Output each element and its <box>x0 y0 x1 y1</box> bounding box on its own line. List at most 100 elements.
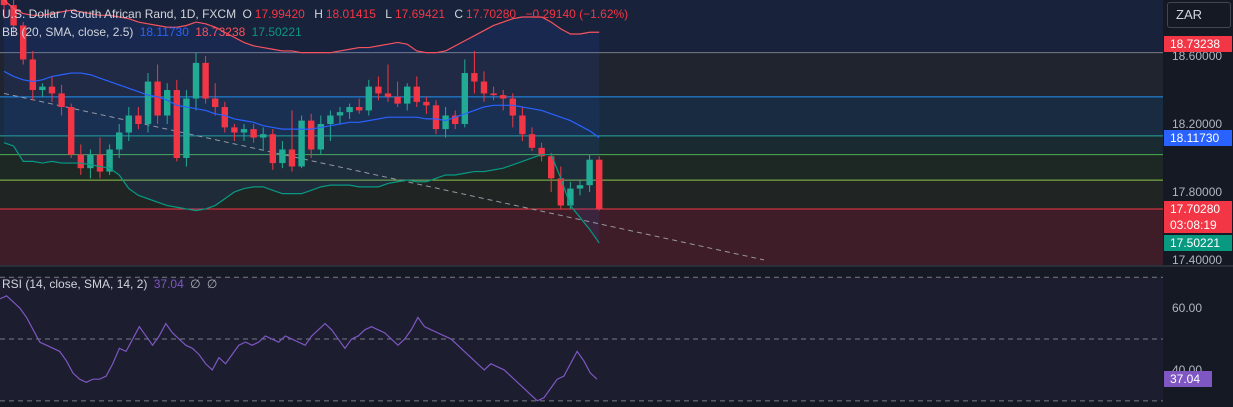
candle-body <box>548 156 555 179</box>
candle-body <box>452 115 459 125</box>
candle-body <box>461 73 468 125</box>
bb-legend: BB (20, SMA, close, 2.5) 18.11730 18.732… <box>2 24 305 40</box>
zone-bottom <box>0 208 1163 265</box>
candle-body <box>509 98 516 116</box>
currency-selector[interactable]: ZAR <box>1167 2 1231 28</box>
bb-basis-line <box>3 70 600 139</box>
candle-body <box>336 112 344 116</box>
candlesticks <box>0 0 603 211</box>
symbol-title[interactable]: U.S. Dollar / South African Rand, 1D, FX… <box>2 7 237 21</box>
candle-body <box>538 147 545 157</box>
candle-body <box>327 115 334 125</box>
zone-band <box>0 180 1163 209</box>
horizontal-levels <box>0 52 1163 210</box>
candle-body <box>250 129 257 138</box>
candle-body <box>231 127 238 133</box>
rsi-line <box>0 295 598 402</box>
last-price-value: 17.70280 <box>1170 201 1221 216</box>
zone-band <box>0 154 1163 181</box>
bb-lower-line <box>3 142 600 244</box>
rsi-price-tag: 37.04 <box>1164 371 1212 388</box>
candle-body <box>375 86 382 94</box>
candle-body <box>432 105 440 130</box>
bar-countdown: 03:08:19 <box>1170 217 1217 232</box>
candle-body <box>154 81 161 116</box>
rsi-legend-label[interactable]: RSI (14, close, SMA, 14, 2) <box>2 277 148 291</box>
candle-body <box>567 188 574 206</box>
candle-body <box>500 95 507 99</box>
candle-body <box>29 59 36 91</box>
candle-body <box>212 98 219 108</box>
candle-body <box>442 115 449 130</box>
candle-body <box>221 107 228 128</box>
ohlc-low: L 17.69421 <box>385 7 446 21</box>
candle-body <box>519 115 526 135</box>
candle-body <box>240 129 248 133</box>
candle-body <box>183 98 190 158</box>
candle-body <box>39 86 46 91</box>
symbol-legend: U.S. Dollar / South African Rand, 1D, FX… <box>2 6 631 22</box>
basis-price-tag: 18.11730 <box>1164 129 1232 146</box>
candle-body <box>423 101 430 106</box>
candle-body <box>173 90 180 158</box>
candle-body <box>490 93 497 96</box>
candle-body <box>48 86 56 94</box>
candle-body <box>77 154 84 169</box>
candle-body <box>413 86 420 102</box>
bb-upper-line <box>3 0 600 54</box>
upper-band-price-tag: 18.73238 <box>1164 36 1232 52</box>
candle-body <box>356 107 363 111</box>
zone-top <box>0 0 1163 53</box>
zone-band <box>0 96 1163 136</box>
rsi-tick-label: 60.00 <box>1172 301 1202 315</box>
candle-body <box>346 107 353 113</box>
bb-legend-upper: 18.73238 <box>195 25 246 39</box>
candle-body <box>279 149 286 164</box>
last-price-tag: 17.70280 03:08:19 <box>1164 200 1232 233</box>
candle-body <box>480 81 488 94</box>
candle-body <box>125 115 132 133</box>
candle-body <box>106 149 113 172</box>
ohlc-high: H 18.01415 <box>314 7 376 21</box>
candle-body <box>298 120 305 167</box>
candle-body <box>586 159 593 186</box>
candle-body <box>144 81 152 125</box>
price-tick-label: 17.40000 <box>1172 253 1222 267</box>
price-tick-label: 17.80000 <box>1172 185 1222 199</box>
candle-body <box>58 93 65 108</box>
candle-body <box>164 90 171 116</box>
ohlc-change: −0.29140 (−1.62%) <box>525 7 629 21</box>
candle-body <box>528 134 536 148</box>
bb-legend-label[interactable]: BB (20, SMA, close, 2.5) <box>2 25 134 39</box>
candle-body <box>317 124 324 150</box>
price-tick-label: 18.60000 <box>1172 49 1222 63</box>
candle-body <box>365 86 372 111</box>
candle-body <box>116 132 123 150</box>
candle-body <box>135 115 142 125</box>
candle-body <box>68 107 75 155</box>
candle-body <box>404 86 411 104</box>
candle-body <box>384 93 392 97</box>
candle-body <box>308 120 315 150</box>
price-tick-label: 18.20000 <box>1172 117 1222 131</box>
candle-body <box>96 154 104 172</box>
rsi-legend-na-2: ∅ <box>206 277 218 291</box>
candle-body <box>576 185 584 189</box>
candle-body <box>471 73 478 82</box>
bollinger-lines <box>3 0 600 244</box>
rsi-legend-value: 37.04 <box>153 277 184 291</box>
candle-body <box>202 62 209 99</box>
bb-legend-basis: 18.11730 <box>139 25 189 39</box>
candle-body <box>269 134 276 164</box>
ohlc-close: C 17.70280 <box>454 7 517 21</box>
candle-body <box>596 159 603 209</box>
candle-body <box>0 0 8 6</box>
candle-body <box>288 149 296 167</box>
candle-body <box>394 96 401 104</box>
ohlc-open: O 17.99420 <box>242 7 305 21</box>
bb-legend-lower: 17.50221 <box>251 25 302 39</box>
rsi-legend: RSI (14, close, SMA, 14, 2) 37.04 ∅ ∅ <box>2 276 220 292</box>
candle-body <box>10 5 17 26</box>
